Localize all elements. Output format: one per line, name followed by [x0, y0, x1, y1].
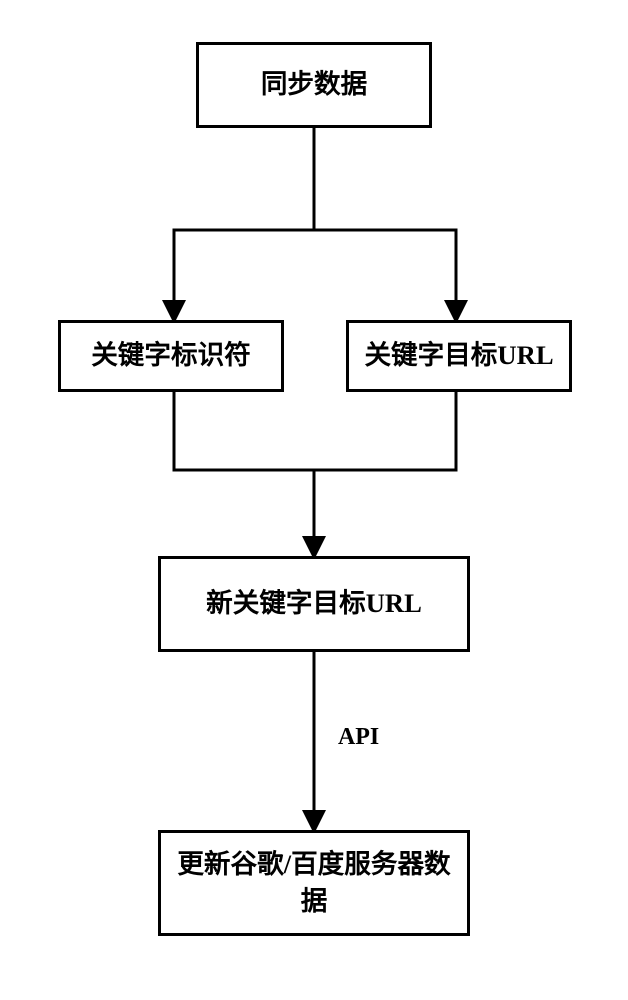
node-label: 关键字标识符	[91, 337, 251, 374]
node-keyword-target-url: 关键字目标URL	[346, 320, 572, 392]
node-label: 新关键字目标URL	[206, 585, 422, 622]
node-label: 同步数据	[261, 66, 367, 103]
edge-label: API	[338, 724, 379, 751]
node-update-server-data: 更新谷歌/百度服务器数据	[158, 830, 470, 936]
node-keyword-identifier: 关键字标识符	[58, 320, 284, 392]
node-label: 更新谷歌/百度服务器数据	[175, 846, 453, 920]
node-label: 关键字目标URL	[364, 337, 553, 374]
node-sync-data: 同步数据	[196, 42, 432, 128]
node-new-keyword-target-url: 新关键字目标URL	[158, 556, 470, 652]
